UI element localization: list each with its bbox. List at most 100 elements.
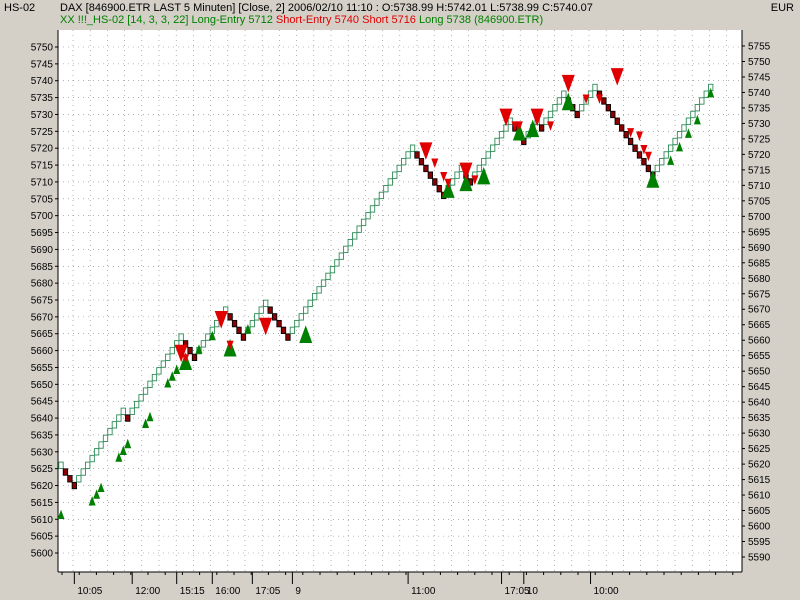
brick-up	[383, 185, 389, 193]
brick-up	[249, 319, 255, 328]
short-signal-marker	[511, 121, 519, 131]
brick-down	[623, 131, 629, 139]
brick-up	[116, 414, 122, 422]
instrument-line: DAX [846900.ETR LAST 5 Minuten] [Close, …	[60, 2, 593, 14]
brick-up	[133, 400, 140, 409]
brick-up	[307, 299, 313, 308]
left-axis-label: 5700	[31, 211, 54, 222]
brick-up	[329, 265, 336, 274]
right-axis-label: 5725	[748, 134, 771, 145]
brick-down	[71, 481, 78, 490]
indicator-line: XX !!!_HS-02 [14, 3, 3, 22] Long-Entry 5…	[60, 14, 543, 26]
brick-up	[107, 427, 113, 436]
long-signal-marker	[707, 87, 715, 98]
long-label: Long 5738	[419, 14, 471, 26]
long-signal-marker	[299, 325, 313, 343]
left-axis-label: 5650	[31, 380, 54, 391]
left-axis-label: 5640	[31, 414, 54, 425]
left-axis-label: 5670	[31, 312, 54, 323]
short-signal-marker	[530, 108, 544, 127]
brick-up	[58, 461, 64, 469]
brick-up	[294, 319, 300, 328]
right-axis-label: 5655	[748, 351, 771, 362]
brick-up	[303, 306, 309, 314]
brick-up	[80, 468, 86, 476]
brick-down	[285, 333, 291, 341]
short-signal-marker	[419, 142, 433, 160]
brick-up	[352, 232, 358, 240]
left-axis-label: 5655	[31, 363, 54, 374]
right-axis-label: 5675	[748, 289, 771, 300]
brick-up	[579, 104, 585, 112]
indicator-name: XX !!!_HS-02 [14, 3, 3, 22]	[60, 14, 189, 26]
brick-up	[378, 191, 385, 200]
brick-up	[663, 151, 669, 159]
brick-up	[98, 441, 104, 449]
brick-up	[481, 158, 487, 166]
currency-label: EUR	[770, 2, 794, 14]
brick-down	[418, 158, 425, 166]
long-signal-marker	[646, 170, 660, 188]
brick-up	[672, 137, 678, 146]
brick-down	[436, 185, 442, 193]
right-axis-label: 5705	[748, 196, 771, 207]
brick-up	[699, 97, 705, 105]
symbol-label: (846900.ETR)	[474, 14, 544, 26]
brick-down	[125, 414, 131, 422]
left-axis-label: 5600	[31, 549, 54, 560]
brick-down	[538, 124, 545, 132]
brick-down	[240, 333, 247, 341]
right-axis-label: 5635	[748, 413, 771, 424]
short-signal-marker	[610, 68, 624, 86]
right-price-axis: 5755 5750 5745 5740 5735 5730 5725 5720 5715 5710…	[741, 30, 771, 572]
brick-up	[338, 252, 344, 260]
brick-up	[507, 117, 514, 125]
brick-up	[200, 340, 207, 348]
brick-up	[454, 171, 460, 179]
brick-down	[227, 313, 233, 321]
long-signal-marker	[676, 141, 684, 152]
short-signal-marker	[174, 344, 188, 363]
short-signal-marker	[640, 145, 648, 155]
short-signal-marker	[259, 317, 273, 336]
short-signal-marker	[561, 74, 575, 93]
short-signal-marker	[627, 128, 635, 138]
brick-down	[632, 144, 638, 152]
time-axis-label: 15:15	[180, 586, 205, 597]
right-axis-label: 5735	[748, 103, 771, 114]
brick-up	[476, 164, 482, 173]
right-axis-label: 5625	[748, 444, 771, 455]
brick-up	[365, 212, 371, 220]
brick-up	[263, 299, 269, 308]
short-signal-marker	[471, 175, 479, 185]
brick-up	[316, 286, 322, 294]
brick-down	[610, 110, 616, 119]
brick-up	[120, 407, 126, 415]
time-axis-label: 10:05	[77, 586, 102, 597]
left-axis-label: 5695	[31, 228, 54, 239]
brick-up	[258, 306, 264, 314]
short-signal-marker	[547, 121, 554, 131]
brick-up	[374, 198, 380, 206]
left-axis-label: 5710	[31, 177, 54, 188]
right-axis-label: 5695	[748, 227, 771, 238]
short-signal-marker	[226, 340, 234, 351]
brick-up	[494, 137, 500, 146]
long-signal-marker	[142, 418, 150, 428]
brick-up	[312, 292, 318, 301]
right-axis-label: 5720	[748, 150, 771, 161]
long-signal-marker	[667, 155, 675, 165]
left-axis-label: 5680	[31, 279, 54, 290]
short-signal-marker	[431, 158, 439, 168]
left-axis-label: 5605	[31, 532, 54, 543]
left-axis-label: 5740	[31, 76, 54, 87]
brick-down	[627, 137, 634, 146]
brick-up	[151, 373, 158, 382]
long-signal-marker	[97, 482, 105, 493]
brick-up	[147, 380, 153, 388]
brick-up	[138, 394, 144, 402]
right-axis-label: 5665	[748, 320, 771, 331]
long-signal-marker	[168, 371, 176, 381]
